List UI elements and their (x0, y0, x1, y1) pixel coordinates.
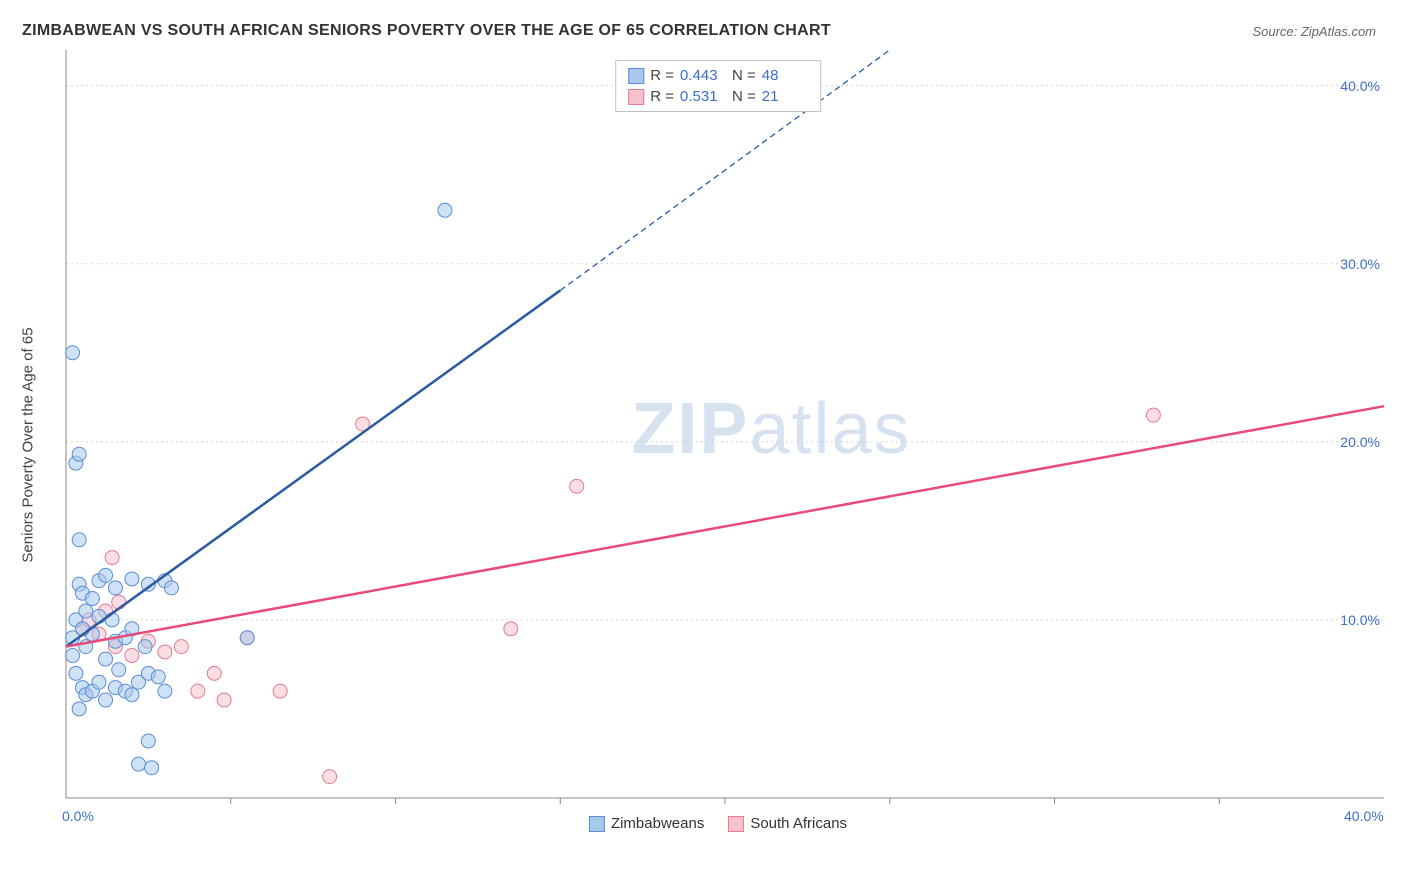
y-tick-label: 20.0% (1340, 434, 1380, 450)
n-label-2: N = (732, 88, 756, 105)
x-tick-label: 0.0% (62, 808, 94, 824)
stats-row-series2: R = 0.531 N = 21 (624, 86, 812, 107)
n-value-1: 48 (762, 67, 808, 84)
chart-title: ZIMBABWEAN VS SOUTH AFRICAN SENIORS POVE… (22, 22, 831, 40)
legend-item-series1: Zimbabweans (589, 815, 704, 832)
source-label: Source: ZipAtlas.com (1252, 24, 1376, 39)
chart-area: Seniors Poverty Over the Age of 65 ZIPat… (50, 50, 1386, 840)
r-value-2: 0.531 (680, 88, 726, 105)
x-tick-label: 40.0% (1344, 808, 1384, 824)
r-label-2: R = (650, 88, 674, 105)
stats-box: R = 0.443 N = 48 R = 0.531 N = 21 (615, 60, 821, 112)
r-label-1: R = (650, 67, 674, 84)
legend-swatch-series2 (728, 816, 744, 832)
scatter-plot (50, 50, 1386, 840)
legend-label-series1: Zimbabweans (611, 815, 704, 832)
legend: Zimbabweans South Africans (589, 815, 847, 832)
swatch-series1 (628, 68, 644, 84)
n-label-1: N = (732, 67, 756, 84)
legend-swatch-series1 (589, 816, 605, 832)
y-tick-label: 10.0% (1340, 612, 1380, 628)
y-tick-label: 30.0% (1340, 256, 1380, 272)
legend-item-series2: South Africans (728, 815, 847, 832)
r-value-1: 0.443 (680, 67, 726, 84)
stats-row-series1: R = 0.443 N = 48 (624, 65, 812, 86)
y-tick-label: 40.0% (1340, 78, 1380, 94)
n-value-2: 21 (762, 88, 808, 105)
legend-label-series2: South Africans (750, 815, 847, 832)
swatch-series2 (628, 89, 644, 105)
y-axis-label: Seniors Poverty Over the Age of 65 (20, 327, 37, 562)
